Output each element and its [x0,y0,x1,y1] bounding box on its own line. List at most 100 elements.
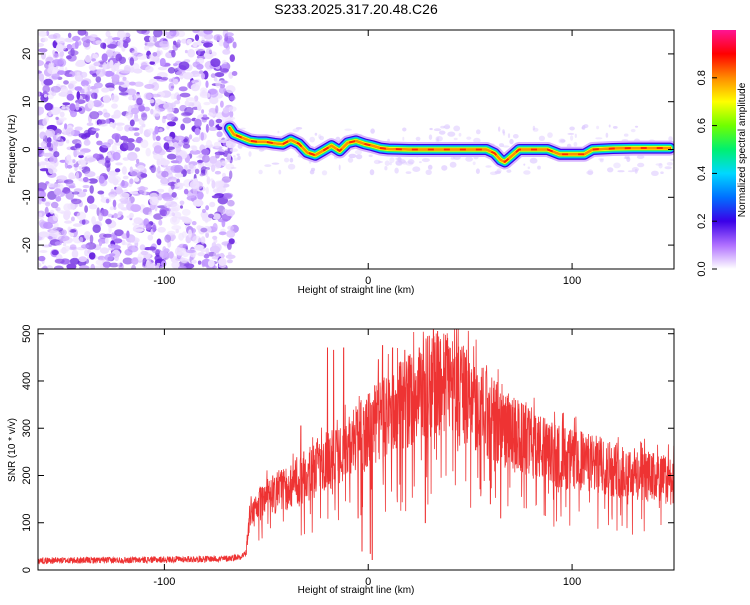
noise-speck [111,133,122,140]
noise-speck [110,94,120,103]
noise-speck [184,49,188,54]
noise-speck [117,262,121,266]
noise-speck [114,122,125,126]
noise-speck [133,132,140,137]
noise-speck [194,168,200,175]
ridge-halo-speck [586,170,594,175]
noise-speck [39,250,48,253]
noise-speck [137,165,145,171]
noise-speck [111,232,116,241]
noise-speck [49,209,55,215]
noise-speck [173,78,179,85]
noise-speck [129,119,135,127]
ridge-halo-speck [668,136,673,142]
ridge-halo-speck [485,165,492,168]
noise-speck [100,209,109,217]
colorbar: 0.0 0.2 0.4 0.6 0.8 Normalized spectral ampl… [696,30,748,277]
noise-speck [227,153,231,162]
noise-speck [93,62,101,67]
noise-speck [109,59,114,69]
noise-speck [145,223,152,231]
noise-speck [78,154,84,159]
ridge-halo-speck [449,161,457,168]
ridge-halo-speck [378,160,383,164]
ridge-halo-speck [634,125,639,128]
ridge-halo-speck [443,125,451,129]
ridge-halo-speck [230,166,237,169]
ridge-halo-speck [494,170,501,175]
noise-speck [225,254,236,260]
ridge-halo-speck [230,144,234,149]
noise-speck [138,105,146,112]
noise-speck [84,31,89,37]
noise-speck [68,229,77,233]
noise-speck [177,182,181,186]
noise-speck [145,66,154,73]
noise-speck [167,67,176,74]
noise-speck [56,133,61,141]
ridge-halo-speck [415,136,421,141]
noise-speck [88,204,98,210]
ridge-halo-speck [630,128,636,133]
noise-speck [112,37,121,41]
noise-speck [160,157,167,164]
ridge-halo-speck [284,157,290,163]
ridge-halo-speck [627,170,635,173]
ridge-halo-speck [458,132,462,137]
ridge-halo-speck [438,130,446,135]
noise-speck [154,125,159,135]
snr-x-label: Height of straight line (km) [298,585,415,596]
ridge-halo-speck [599,158,604,163]
noise-speck [65,73,73,78]
noise-speck [207,259,215,268]
ridge-halo-speck [634,168,638,174]
noise-speck [38,142,42,147]
noise-speck [114,168,121,173]
noise-speck [174,172,184,178]
noise-speck [149,36,154,42]
ridge-halo-speck [658,162,663,169]
ridge-halo-speck [233,157,239,161]
spectrogram-y-tick-label: 10 [21,96,33,108]
noise-speck [86,91,93,96]
noise-speck [78,151,86,155]
noise-speck [147,234,154,241]
noise-speck [180,123,186,131]
ridge-halo-speck [670,158,674,161]
noise-speck [38,91,41,97]
noise-speck [50,201,59,209]
noise-speck [171,49,176,58]
noise-speck [39,191,47,198]
noise-speck [188,229,192,238]
noise-speck [125,111,132,115]
noise-speck [190,169,194,174]
noise-speck [229,148,238,153]
noise-speck [218,231,227,236]
noise-speck [141,113,148,121]
ridge-halo-speck [532,125,536,131]
noise-speck [89,234,94,244]
noise-speck [150,108,154,115]
noise-speck [113,238,123,244]
noise-speck [66,164,73,169]
snr-y-tick-label: 300 [21,419,33,437]
spectrogram-y-tick-label: -10 [21,189,33,205]
ridge-halo-speck [537,165,541,170]
noise-speck [95,132,99,139]
noise-speck [115,186,123,193]
noise-speck [108,262,119,268]
noise-speck [73,188,83,193]
noise-speck [200,132,204,141]
ridge-halo-speck [355,154,363,160]
noise-speck [38,199,42,205]
noise-speck [53,265,64,269]
noise-speck [197,159,204,163]
noise-speck [201,73,205,80]
noise-speck [222,107,230,114]
noise-speck [69,232,74,238]
noise-speck [120,180,129,189]
noise-speck [144,84,155,89]
ridge-halo-speck [319,135,324,141]
noise-speck [109,121,114,128]
ridge-halo-speck [295,127,303,130]
